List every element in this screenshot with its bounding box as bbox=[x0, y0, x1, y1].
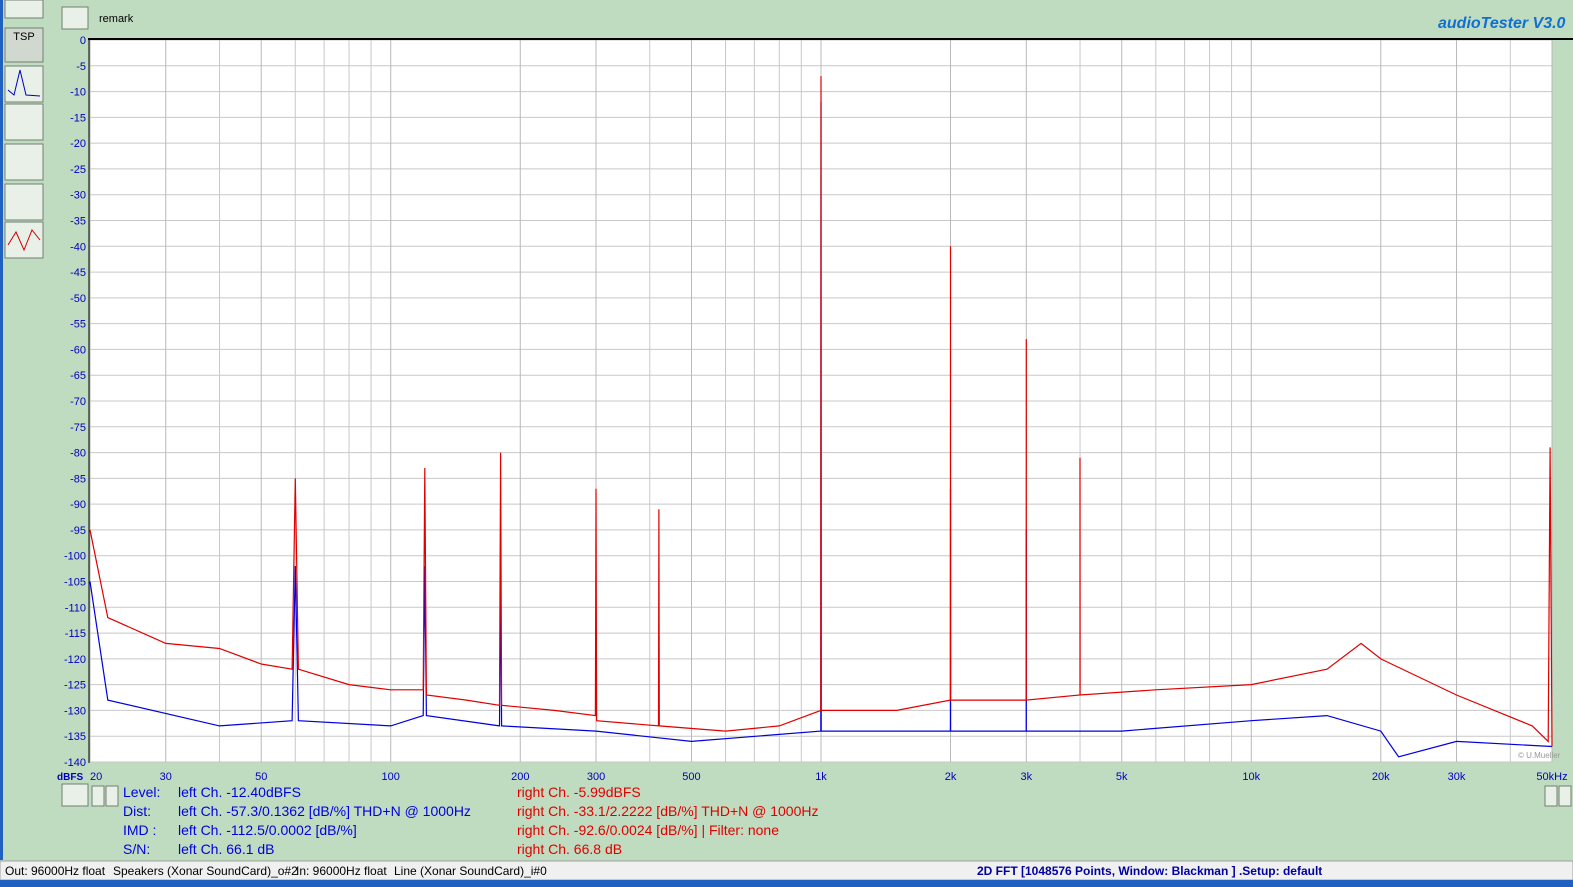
x-tick-label: 200 bbox=[511, 771, 529, 783]
y-tick-label: -45 bbox=[70, 267, 86, 279]
series-group bbox=[89, 76, 1553, 758]
x-tick-label: 30 bbox=[160, 771, 172, 783]
y-tick-label: -65 bbox=[70, 370, 86, 382]
readout-label: Dist: bbox=[123, 803, 151, 819]
y-axis-label: dBFS bbox=[57, 772, 83, 783]
y-tick-label: -95 bbox=[70, 525, 86, 537]
icon bbox=[7, 229, 41, 252]
x-tick-label: 2k bbox=[945, 771, 957, 783]
y-tick-label: -20 bbox=[70, 138, 86, 150]
status-text: In: 96000Hz float bbox=[296, 864, 387, 878]
spinner[interactable] bbox=[61, 6, 89, 30]
y-tick-label: -140 bbox=[64, 757, 86, 769]
scroll-left[interactable] bbox=[91, 785, 105, 807]
y-tick-label: -135 bbox=[64, 731, 86, 743]
spectrum-line bbox=[89, 76, 1553, 747]
y-tick-label: -115 bbox=[65, 628, 86, 640]
spinner[interactable] bbox=[61, 783, 89, 807]
readout-left: left Ch. -12.40dBFS bbox=[178, 784, 301, 800]
readout-left: left Ch. -57.3/0.1362 [dB/%] THD+N @ 100… bbox=[178, 803, 471, 819]
readout-label: IMD : bbox=[123, 822, 156, 838]
y-tick-label: -25 bbox=[70, 164, 86, 176]
readout-right: right Ch. 66.8 dB bbox=[517, 841, 622, 857]
y-tick-label: -75 bbox=[70, 422, 86, 434]
status-text: Out: 96000Hz float bbox=[5, 864, 106, 878]
x-tick-label: 100 bbox=[382, 771, 400, 783]
y-tick-label: -110 bbox=[65, 602, 86, 614]
status-group: Out: 96000Hz float Speakers (Xonar SoundC… bbox=[5, 864, 547, 878]
y-tick-label: -50 bbox=[70, 293, 86, 305]
tool-button[interactable] bbox=[4, 27, 44, 63]
scroll-left[interactable] bbox=[1544, 785, 1558, 807]
readout-label: Level: bbox=[123, 784, 160, 800]
scroll-right[interactable] bbox=[1558, 785, 1572, 807]
copyright: © U.Mueller bbox=[1518, 751, 1561, 760]
tool-button[interactable] bbox=[4, 103, 44, 141]
tool-button[interactable] bbox=[4, 183, 44, 221]
readout-right: right Ch. -92.6/0.0024 [dB/%] | Filter: … bbox=[517, 822, 779, 838]
scroll-right[interactable] bbox=[105, 785, 119, 807]
window-bottom bbox=[0, 880, 1573, 887]
readout-left: left Ch. 66.1 dB bbox=[178, 841, 275, 857]
tool-button[interactable] bbox=[4, 143, 44, 181]
readout-left: left Ch. -112.5/0.0002 [dB/%] bbox=[178, 822, 357, 838]
x-tick-label: 300 bbox=[587, 771, 605, 783]
status-text: Line (Xonar SoundCard)_i#0 bbox=[394, 864, 547, 878]
x-tick-label: 500 bbox=[682, 771, 700, 783]
toolbar: TSP bbox=[4, 0, 44, 259]
icon bbox=[7, 69, 41, 97]
x-tick-label: 50 bbox=[255, 771, 267, 783]
y-tick-label: -10 bbox=[70, 87, 86, 99]
readout-right: right Ch. -5.99dBFS bbox=[517, 784, 641, 800]
y-tick-label: -125 bbox=[64, 680, 86, 692]
y-tick-label: -100 bbox=[64, 551, 86, 563]
y-tick-label: -55 bbox=[70, 319, 86, 331]
tool-button[interactable] bbox=[4, 0, 44, 19]
y-tick-label: -60 bbox=[70, 344, 86, 356]
readout-right: right Ch. -33.1/2.2222 [dB/%] THD+N @ 10… bbox=[517, 803, 819, 819]
x-tick-label: 20 bbox=[90, 771, 102, 783]
x-tick-label: 3k bbox=[1020, 771, 1032, 783]
x-tick-label: 20k bbox=[1372, 771, 1390, 783]
y-tick-label: -70 bbox=[70, 396, 86, 408]
y-tick-label: -80 bbox=[70, 448, 86, 460]
x-tick-label: 30k bbox=[1448, 771, 1466, 783]
app-title: audioTester V3.0 bbox=[1438, 15, 1566, 32]
x-tick-label: 1k bbox=[815, 771, 827, 783]
status-text: Speakers (Xonar SoundCard)_o#2 bbox=[113, 864, 298, 878]
y-tick-label: -35 bbox=[70, 216, 86, 228]
x-tick-label: 5k bbox=[1116, 771, 1128, 783]
y-tick-label: -30 bbox=[70, 190, 86, 202]
y-tick-label: -85 bbox=[70, 473, 86, 485]
y-tick-label: -130 bbox=[64, 705, 86, 717]
readout: Level: left Ch. -12.40dBFS right Ch. -5.99… bbox=[123, 784, 819, 857]
status-info: 2D FFT [1048576 Points, Window: Blackman… bbox=[977, 864, 1322, 878]
remark: remark bbox=[99, 13, 134, 25]
tsp-label: TSP bbox=[13, 31, 34, 43]
readout-label: S/N: bbox=[123, 841, 150, 857]
y-tick-label: -40 bbox=[70, 241, 86, 253]
x-tick-label: 50kHz bbox=[1536, 771, 1567, 783]
y-tick-label: -90 bbox=[70, 499, 86, 511]
y-tick-label: 0 bbox=[80, 35, 86, 47]
y-tick-label: -120 bbox=[64, 654, 86, 666]
y-tick-label: -15 bbox=[70, 112, 86, 124]
tool-button[interactable] bbox=[4, 65, 44, 103]
y-tick-label: -105 bbox=[64, 577, 86, 589]
y-tick-label: -5 bbox=[76, 61, 86, 73]
x-tick-label: 10k bbox=[1242, 771, 1260, 783]
spectrum-line bbox=[89, 101, 1553, 758]
